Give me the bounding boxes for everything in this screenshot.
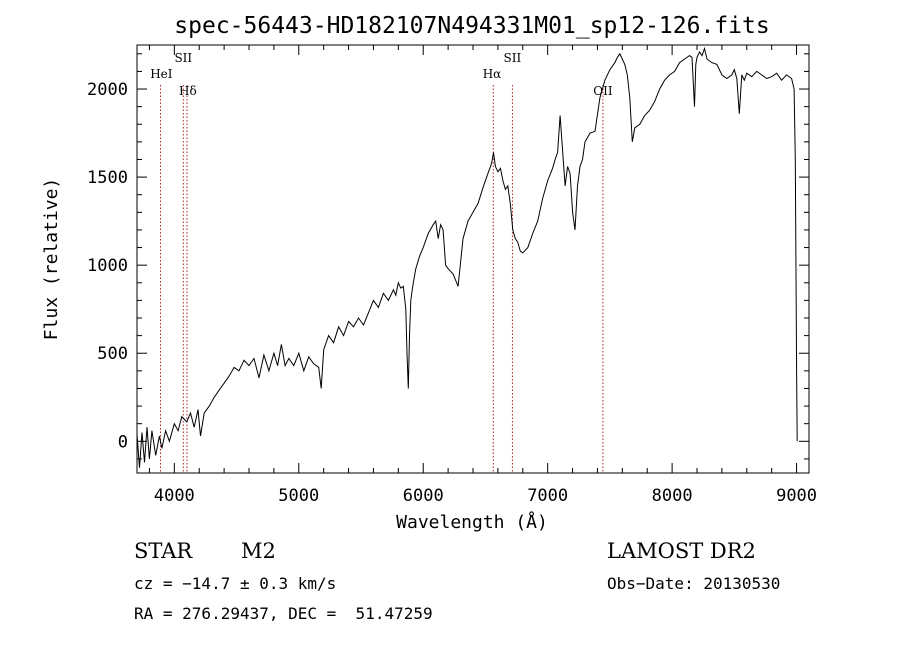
x-tick-label: 9000 xyxy=(776,486,817,506)
spectral-line-label: Hα xyxy=(483,67,502,81)
x-tick-label: 8000 xyxy=(652,486,693,506)
x-tick-label: 6000 xyxy=(403,486,444,506)
object-class: STAR xyxy=(134,539,193,563)
x-tick-label: 4000 xyxy=(154,486,195,506)
y-tick-label: 0 xyxy=(118,432,128,452)
x-tick-label: 7000 xyxy=(527,486,568,506)
y-axis-title: Flux (relative) xyxy=(41,178,62,341)
spectral-line-label: HeI xyxy=(150,67,173,81)
x-axis-title: Wavelength (Å) xyxy=(396,511,548,533)
spectral-line-label: Hδ xyxy=(179,84,197,98)
spectrum-series-line xyxy=(136,46,798,468)
spectral-line-label: SII xyxy=(504,51,522,65)
observation-date: Obs−Date: 20130530 xyxy=(607,574,781,593)
spectral-subclass: M2 xyxy=(241,539,276,563)
spectral-line-label: OII xyxy=(593,84,613,98)
y-tick-label: 2000 xyxy=(87,80,128,100)
spectral-line-label: SII xyxy=(174,51,192,65)
y-tick-label: 500 xyxy=(97,344,128,364)
axis-ticks: 4000 5000 6000 7000 8000 9000 0 500 1000 1500 2000 xyxy=(87,45,817,506)
y-tick-label: 1000 xyxy=(87,256,128,276)
sky-coordinates: RA = 276.29437, DEC = 51.47259 xyxy=(134,604,433,623)
survey-name: LAMOST DR2 xyxy=(607,539,756,563)
redshift-velocity: cz = −14.7 ± 0.3 km/s xyxy=(134,574,337,593)
x-tick-label: 5000 xyxy=(278,486,319,506)
y-tick-label: 1500 xyxy=(87,168,128,188)
plot-frame xyxy=(136,44,810,474)
chart-title: spec-56443-HD182107N494331M01_sp12-126.f… xyxy=(174,13,769,39)
